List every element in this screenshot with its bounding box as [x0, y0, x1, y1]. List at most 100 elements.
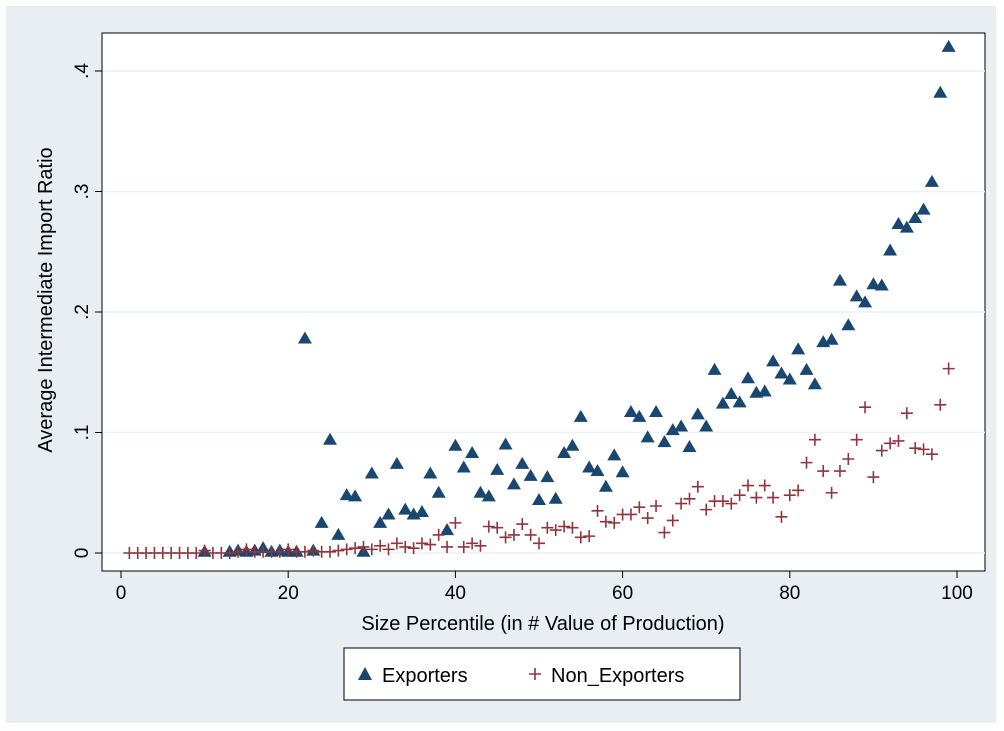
non-exporters-point	[800, 456, 813, 469]
exporters-point	[431, 485, 446, 498]
non-exporters-point	[859, 401, 872, 414]
exporters-point	[665, 423, 680, 436]
exporters-point	[323, 432, 337, 445]
non-exporters-point	[374, 539, 387, 552]
non-exporters-point	[842, 453, 855, 466]
exporters-point	[899, 220, 914, 233]
non-exporters-point	[491, 521, 504, 534]
y-tick-label: .4	[72, 63, 93, 79]
non-exporters-point	[624, 508, 637, 521]
exporters-point	[824, 332, 839, 345]
exporters-point	[741, 371, 755, 384]
non-exporters-point	[783, 489, 796, 502]
non-exporters-point	[700, 503, 713, 516]
legend-non-exporters-label: Non_Exporters	[551, 665, 684, 687]
exporters-point	[339, 488, 354, 501]
non-exporters-point	[516, 518, 529, 531]
exporters-point	[682, 439, 697, 452]
non-exporters-point	[190, 547, 203, 559]
non-exporters-point	[917, 443, 930, 456]
x-tick-label: 80	[779, 583, 800, 604]
exporters-point	[389, 456, 404, 469]
exporters-point	[699, 419, 714, 432]
exporters-point	[515, 456, 530, 469]
non-exporters-point	[742, 479, 754, 492]
non-exporters-point	[466, 537, 479, 550]
y-tick-label: .1	[72, 425, 93, 441]
exporters-point	[598, 479, 613, 492]
exporters-point	[766, 354, 781, 367]
exporters-point	[632, 409, 647, 422]
non-exporters-point	[240, 543, 253, 556]
non-exporters-point	[683, 492, 696, 505]
non-exporters-point	[449, 516, 462, 529]
exporters-point	[297, 331, 312, 344]
non-exporters-point	[675, 497, 688, 510]
non-exporters-point	[716, 495, 729, 508]
non-exporters-point	[399, 540, 412, 553]
exporters-point	[331, 527, 346, 540]
non-exporters-point	[825, 486, 838, 499]
exporters-point	[423, 466, 438, 479]
exporters-point	[398, 502, 413, 515]
y-axis: 0 .1 .2 .3 .4	[72, 33, 103, 571]
legend-non-exporters-marker	[529, 668, 541, 680]
non-exporters-point	[599, 515, 612, 528]
exporters-point	[891, 217, 906, 230]
non-exporters-point	[566, 521, 579, 534]
exporters-point	[623, 405, 638, 418]
non-exporters-point	[925, 448, 938, 461]
non-exporters-point	[733, 489, 746, 502]
x-tick-label: 0	[116, 583, 127, 604]
exporters-point	[414, 505, 429, 518]
non-exporters-point	[808, 433, 821, 446]
exporters-point	[465, 445, 480, 458]
exporters-point	[807, 377, 822, 390]
exporters-point	[841, 318, 856, 331]
legend-exporters-marker	[358, 667, 372, 680]
non-exporters-point	[457, 540, 470, 553]
plot-area	[101, 32, 986, 572]
non-exporters-point	[875, 444, 888, 457]
exporters-point	[649, 405, 664, 418]
exporters-point	[874, 278, 889, 291]
non-exporters-point	[541, 521, 554, 534]
non-exporters-point	[507, 528, 520, 541]
exporters-point	[381, 507, 396, 520]
exporters-point	[506, 477, 521, 490]
exporters-point	[373, 515, 388, 528]
exporters-point	[732, 395, 747, 408]
non-exporters-point	[474, 539, 487, 552]
x-axis-title: Size Percentile (in # Value of Productio…	[361, 613, 724, 635]
exporters-point	[582, 460, 597, 473]
non-exporters-point	[892, 434, 905, 447]
exporters-point	[314, 515, 329, 528]
exporters-point	[933, 85, 948, 98]
exporters-point	[456, 460, 471, 473]
non-exporters-point	[942, 362, 955, 375]
exporters-point	[774, 366, 789, 379]
legend-exporters-label: Exporters	[382, 665, 468, 687]
y-tick-label: .2	[72, 304, 93, 320]
non-exporters-point	[298, 545, 311, 558]
non-exporters-point	[382, 543, 395, 556]
exporters-point	[941, 39, 956, 52]
non-exporters-point	[424, 538, 437, 551]
exporters-point	[832, 273, 847, 286]
non-exporters-point	[415, 537, 428, 550]
non-exporters-point	[608, 516, 621, 529]
exporters-point	[883, 243, 898, 256]
x-axis: 0 20 40 60 80 100	[102, 570, 985, 604]
exporters-point	[523, 468, 538, 481]
x-tick-label: 40	[445, 583, 466, 604]
exporters-point	[490, 462, 505, 475]
exporters-point	[715, 396, 730, 409]
exporters-point	[557, 445, 572, 458]
non-exporters-point	[357, 540, 370, 553]
exporters-point	[908, 211, 923, 224]
non-exporters-point	[558, 520, 571, 533]
non-exporters-point	[750, 491, 763, 504]
non-exporters-point	[767, 491, 780, 504]
exporters-point	[540, 470, 555, 483]
